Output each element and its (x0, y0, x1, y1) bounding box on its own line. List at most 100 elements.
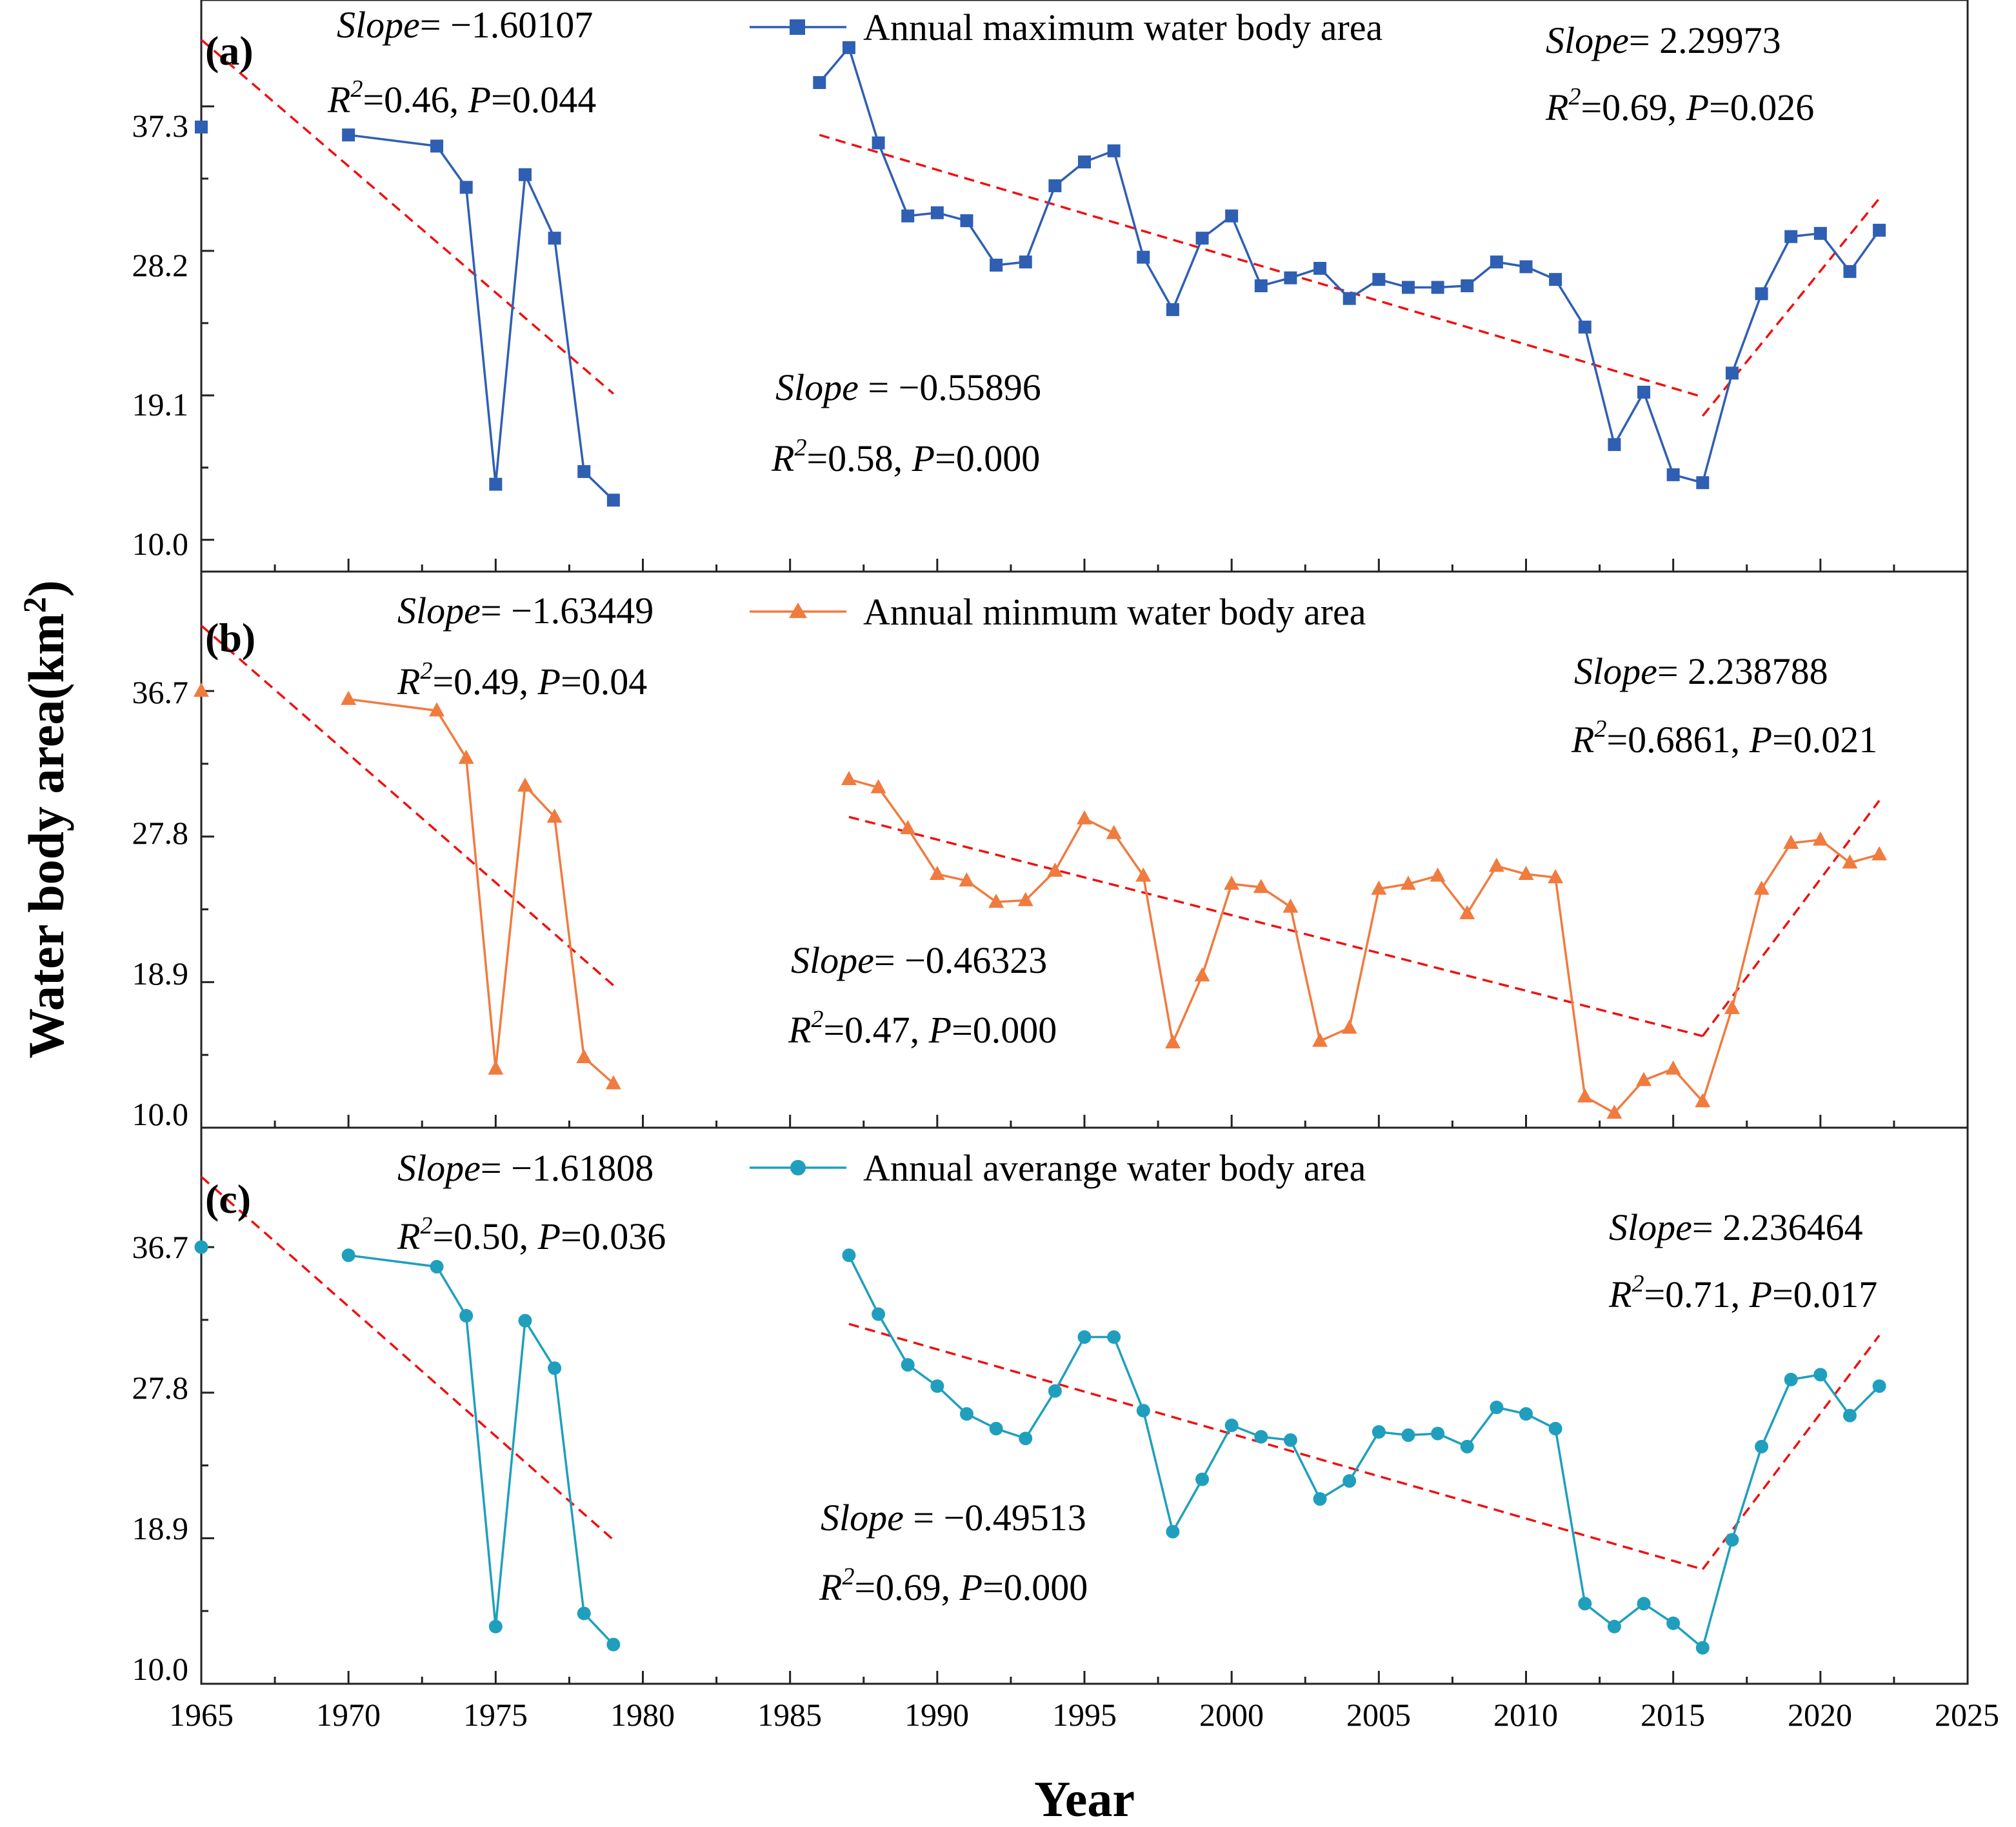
ytick-c-3: 36.7 (132, 1229, 189, 1265)
data-point-1-1974 (458, 750, 474, 764)
annotation-a-2-slope: Slope = −0.55896 (775, 366, 1041, 408)
data-point-2-2004 (1342, 1474, 1357, 1488)
data-point-2-2011 (1548, 1421, 1562, 1435)
y-axis-title-end: ) (18, 580, 74, 597)
annotation-b-3: Slope= 2.238788 R2=0.6861, P=0.021 (1571, 650, 1877, 761)
data-point-0-1990 (930, 206, 944, 219)
data-point-0-1994 (1048, 179, 1062, 192)
data-point-2-1994 (1048, 1384, 1062, 1398)
annotation-b-2: Slope= −0.46323 R2=0.47, P=0.000 (788, 939, 1057, 1051)
data-point-0-2020 (1813, 226, 1827, 240)
data-point-1-2018 (1753, 880, 1770, 895)
trend-line-2-1 (848, 1323, 1703, 1571)
data-point-0-2012 (1578, 320, 1592, 334)
legend-a-label: Annual maximum water body area (863, 6, 1382, 48)
data-point-0-2019 (1784, 230, 1798, 243)
data-point-1-1973 (429, 702, 445, 717)
annotation-c-1-slope: Slope= −1.61808 (397, 1147, 654, 1189)
annotation-c-3-slope: Slope= 2.236464 (1609, 1206, 1863, 1248)
data-point-0-1975 (489, 477, 503, 491)
panel-a-label: (a) (205, 28, 254, 74)
data-point-0-1991 (960, 214, 973, 228)
xtick-1985: 1985 (757, 1697, 822, 1733)
annotation-c-2-slope: Slope = −0.49513 (821, 1497, 1086, 1539)
data-point-0-2009 (1490, 255, 1503, 269)
data-point-0-2005 (1372, 273, 1386, 286)
ytick-b-0: 10.0 (132, 1096, 189, 1132)
data-point-2-1975 (488, 1619, 503, 1633)
annotation-c-3: Slope= 2.236464 R2=0.71, P=0.017 (1608, 1206, 1877, 1315)
legend-b: Annual minmum water body area (750, 591, 1366, 633)
annotation-a-1: Slope= −1.60107 R2=0.46, P=0.044 (327, 4, 596, 121)
panel-b-ytick-labels: 10.0 18.9 27.8 36.7 (132, 674, 189, 1132)
ytick-c-0: 10.0 (132, 1651, 189, 1687)
data-point-2-1973 (430, 1260, 444, 1273)
data-point-1-1976 (517, 777, 533, 792)
data-point-0-2011 (1549, 273, 1562, 286)
data-point-1-2008 (1459, 904, 1475, 919)
data-point-2-2002 (1283, 1433, 1297, 1447)
axis-ticks (200, 105, 1969, 1685)
legend-b-label: Annual minmum water body area (863, 591, 1366, 633)
annotation-a-2-stats: R2=0.58, P=0.000 (771, 434, 1040, 479)
data-point-1-2014 (1636, 1072, 1652, 1086)
data-point-2-2009 (1490, 1401, 1504, 1415)
data-point-2-1965 (194, 1240, 208, 1254)
data-point-0-2004 (1342, 292, 1356, 305)
data-point-0-1976 (518, 168, 532, 181)
data-point-1-2011 (1548, 869, 1564, 884)
data-point-1-1977 (546, 808, 563, 823)
data-point-1-2019 (1783, 834, 1799, 849)
data-point-2-2000 (1224, 1418, 1239, 1432)
data-point-2-2016 (1695, 1641, 1710, 1655)
y-axis-title-main: Water body area(km (18, 613, 74, 1058)
data-point-0-1987 (842, 41, 855, 54)
xtick-1970: 1970 (316, 1697, 381, 1733)
trend-line-2-0 (200, 1175, 615, 1541)
trend-line-0-2 (1701, 197, 1881, 417)
series-line-2-1 (348, 1254, 615, 1646)
data-point-1-2013 (1606, 1104, 1622, 1119)
data-point-2-2001 (1254, 1430, 1268, 1444)
data-point-1-2005 (1371, 880, 1387, 895)
data-point-0-2003 (1313, 261, 1327, 275)
data-point-0-1997 (1137, 250, 1150, 264)
data-point-2-1993 (1019, 1432, 1033, 1446)
xtick-2010: 2010 (1493, 1697, 1558, 1733)
data-point-0-1970 (342, 128, 355, 142)
series-line-1-2 (848, 778, 1880, 1115)
data-point-2-2012 (1578, 1597, 1592, 1611)
data-point-0-1974 (459, 181, 473, 194)
data-point-2-2019 (1784, 1372, 1798, 1386)
data-point-2-1970 (341, 1248, 355, 1263)
data-point-2-1974 (459, 1309, 474, 1323)
data-point-2-2005 (1372, 1425, 1386, 1439)
data-point-2-2020 (1813, 1368, 1828, 1382)
data-point-0-1978 (577, 464, 591, 478)
annotation-c-2-stats: R2=0.69, P=0.000 (819, 1563, 1088, 1608)
data-point-1-1975 (488, 1060, 504, 1075)
data-point-0-1996 (1107, 144, 1121, 157)
data-point-1-1996 (1106, 824, 1122, 839)
data-point-0-2006 (1401, 281, 1415, 294)
data-point-2-1997 (1136, 1404, 1150, 1418)
legend-c: Annual averange water body area (750, 1147, 1366, 1189)
ytick-a-2: 28.2 (132, 247, 189, 283)
data-point-2-1976 (518, 1313, 532, 1328)
xtick-2020: 2020 (1788, 1697, 1852, 1733)
data-point-2-1990 (930, 1379, 944, 1393)
annotation-b-3-slope: Slope= 2.238788 (1574, 650, 1828, 692)
xtick-2015: 2015 (1641, 1697, 1705, 1733)
data-point-0-1977 (548, 232, 561, 245)
data-point-0-2007 (1431, 281, 1444, 294)
legend-b-triangle-marker (789, 603, 807, 618)
annotation-a-2: Slope = −0.55896 R2=0.58, P=0.000 (771, 366, 1041, 479)
data-point-1-1997 (1135, 867, 1152, 882)
annotation-a-3-slope: Slope= 2.29973 (1546, 19, 1781, 61)
data-point-1-1998 (1164, 1034, 1181, 1049)
data-point-1-1979 (605, 1075, 621, 1090)
data-point-2-1989 (901, 1358, 915, 1372)
data-point-2-1988 (872, 1307, 886, 1321)
annotation-b-1-stats: R2=0.49, P=0.04 (397, 657, 647, 703)
